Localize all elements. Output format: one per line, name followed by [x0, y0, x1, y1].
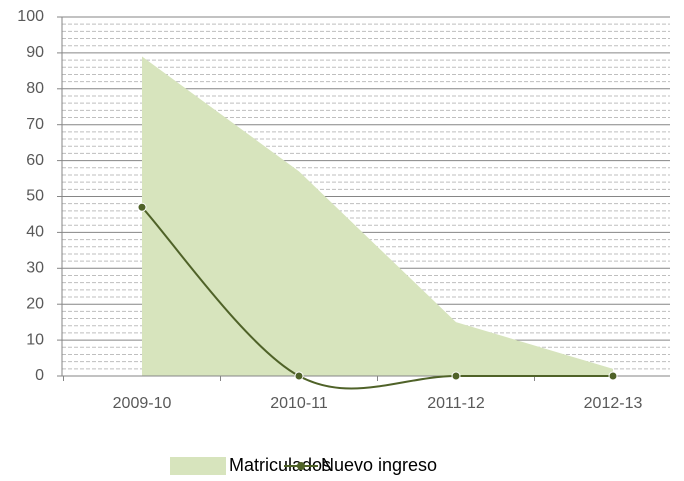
- x-tick-label: 2011-12: [427, 395, 485, 412]
- y-tick-label: 40: [26, 224, 44, 241]
- y-tick-label: 30: [26, 260, 44, 277]
- x-tick-label: 2012-13: [584, 395, 643, 412]
- marker: [294, 371, 304, 381]
- y-tick-label: 80: [26, 80, 44, 97]
- y-tick-label: 20: [26, 295, 44, 312]
- marker: [137, 202, 147, 212]
- x-tick-label: 2010-11: [270, 395, 328, 412]
- y-tick-label: 0: [35, 367, 44, 384]
- y-tick-label: 10: [26, 331, 44, 348]
- y-tick-label: 100: [17, 8, 44, 25]
- legend-swatch: [170, 457, 226, 475]
- y-tick-label: 60: [26, 152, 44, 169]
- legend-marker: [297, 462, 305, 470]
- marker: [608, 371, 618, 381]
- line: [141, 206, 613, 390]
- legend-label: Matriculados: [229, 455, 331, 475]
- y-tick-label: 90: [26, 44, 44, 61]
- legend-label: Nuevo ingreso: [321, 455, 437, 475]
- y-tick-label: 70: [26, 116, 44, 133]
- marker: [451, 371, 461, 381]
- x-tick-label: 2009-10: [113, 395, 172, 412]
- area: [142, 56, 613, 377]
- grid: [62, 16, 670, 370]
- y-tick-label: 50: [26, 188, 44, 205]
